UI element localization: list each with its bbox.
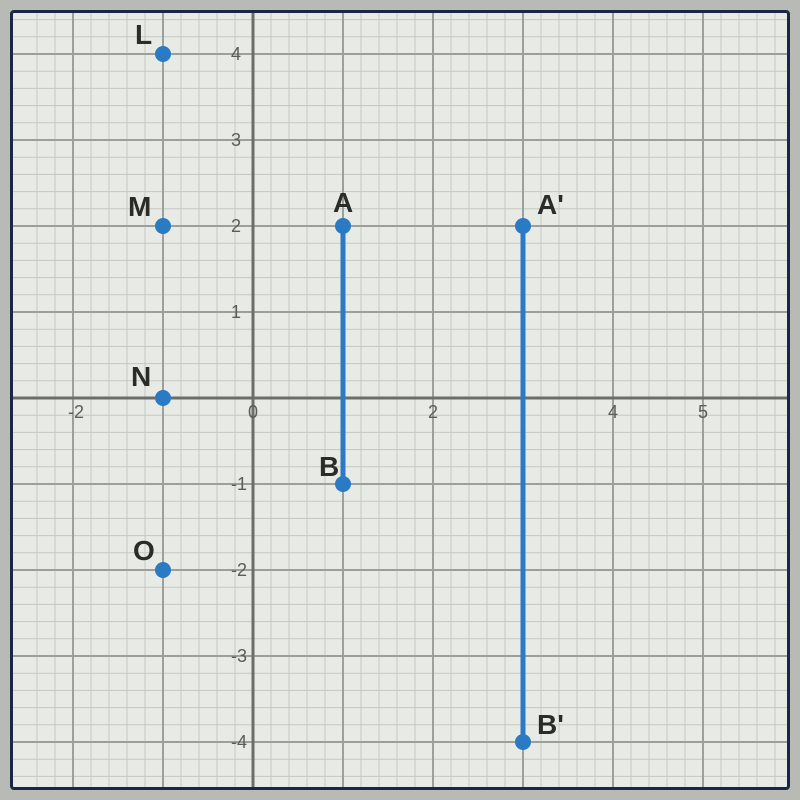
grid-svg: -2 0 2 4 5 6 4 3 2 1 -1 -2 -3 -4 L M N O A B A' B' [13,13,790,790]
point-label-A: A [333,187,353,218]
x-tick-label: 5 [698,402,708,422]
point-label-B: B [319,451,339,482]
point-label-N: N [131,361,151,392]
point-label-Bprime: B' [537,709,564,740]
point-label-L: L [135,19,152,50]
x-tick-label: 4 [608,402,618,422]
graph-frame: -2 0 2 4 5 6 4 3 2 1 -1 -2 -3 -4 L M N O A B A' B' [10,10,790,790]
x-tick-label: -2 [68,402,84,422]
x-tick-label: 0 [248,402,258,422]
y-tick-label: -2 [231,560,247,580]
y-tick-label: 4 [231,44,241,64]
point-label-M: M [128,191,151,222]
y-tick-label: 1 [231,302,241,322]
point-A [335,218,351,234]
y-tick-label: -4 [231,732,247,752]
point-M [155,218,171,234]
point-Aprime [515,218,531,234]
y-tick-label: -1 [231,474,247,494]
point-Bprime [515,734,531,750]
point-N [155,390,171,406]
y-tick-label: 3 [231,130,241,150]
point-label-O: O [133,535,155,566]
x-tick-label: 2 [428,402,438,422]
point-L [155,46,171,62]
coordinate-grid: -2 0 2 4 5 6 4 3 2 1 -1 -2 -3 -4 L M N O A B A' B' [13,13,787,787]
point-label-Aprime: A' [537,189,564,220]
x-tick-label: 6 [788,402,790,422]
y-tick-label: 2 [231,216,241,236]
point-O [155,562,171,578]
y-tick-label: -3 [231,646,247,666]
